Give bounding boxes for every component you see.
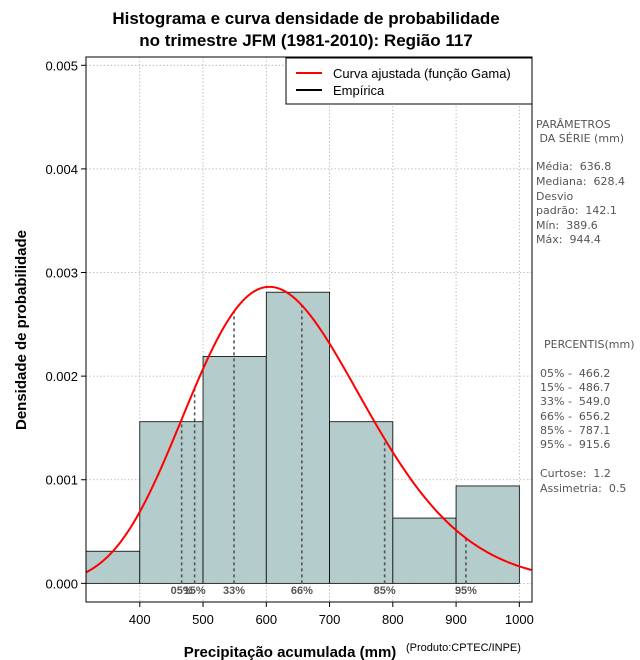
x-axis-ticks: 400 500 600 700 800 900 1000 [129, 602, 534, 627]
histogram-bars [85, 291, 520, 584]
x-tick-label: 800 [382, 612, 404, 627]
param-mean: Média: 636.8 [536, 160, 611, 173]
x-tick-label: 500 [192, 612, 214, 627]
percentile-label: 05% [171, 585, 193, 597]
chart-title-line-2: no trimestre JFM (1981-2010): Região 117 [139, 31, 473, 50]
side-panel: PARÂMETROS DA SÉRIE (mm) Média: 636.8 Me… [536, 118, 635, 495]
histogram-bar [329, 421, 394, 584]
y-tick-label: 0.002 [45, 369, 78, 384]
y-axis-title: Densidade de probabilidade [13, 230, 30, 430]
percentile-labels: 05%15% 33% 66% 85% 95% [171, 585, 478, 597]
y-tick-label: 0.001 [45, 473, 78, 488]
params-heading-1: PARÂMETROS [536, 118, 611, 131]
x-tick-label: 600 [255, 612, 277, 627]
stat-curtose: Curtose: 1.2 [540, 467, 611, 480]
histogram-bar [265, 291, 330, 584]
percentil-05: 05% - 466.2 [540, 367, 610, 380]
credit-text: (Produto:CPTEC/INPE) [406, 642, 521, 654]
x-tick-label: 400 [129, 612, 151, 627]
x-axis-title: Precipitação acumulada (mm) [184, 644, 397, 660]
legend: Curva ajustada (função Gama) Empírica [285, 57, 533, 105]
percentil-66: 66% - 656.2 [540, 410, 610, 423]
plot-frame [85, 56, 533, 603]
percentile-label: 66% [291, 585, 313, 597]
fitted-gamma-curve [85, 285, 532, 574]
y-tick-label: 0.000 [45, 576, 78, 591]
y-axis-ticks: 0.000 0.001 0.002 0.003 0.004 0.005 [45, 58, 86, 591]
percentile-label: 15% [184, 585, 206, 597]
x-tick-label: 900 [445, 612, 467, 627]
percentile-label: 33% [223, 585, 245, 597]
percentil-15: 15% - 486.7 [540, 381, 610, 394]
param-std: padrão: 142.1 [536, 204, 617, 217]
y-tick-label: 0.004 [45, 162, 78, 177]
histogram-bar [455, 485, 520, 584]
param-min: Mín: 389.6 [536, 219, 598, 232]
percentile-lines [180, 305, 467, 584]
fitted-curve-group [85, 285, 532, 574]
param-desvio: Desvio [536, 190, 574, 203]
x-tick-label: 700 [319, 612, 341, 627]
y-tick-label: 0.003 [45, 266, 78, 281]
legend-label-empirical: Empírica [333, 83, 385, 98]
stat-assimetria: Assimetria: 0.5 [540, 482, 626, 495]
percentis-heading: PERCENTIS(mm) [544, 338, 635, 351]
chart-title-line-1: Histograma e curva densidade de probabil… [112, 9, 499, 28]
legend-label-curve: Curva ajustada (função Gama) [333, 66, 511, 81]
percentile-label: 95% [455, 585, 477, 597]
y-tick-label: 0.005 [45, 58, 78, 73]
legend-box [285, 57, 533, 105]
percentil-85: 85% - 787.1 [540, 424, 610, 437]
percentil-33: 33% - 549.0 [540, 395, 610, 408]
param-max: Máx: 944.4 [536, 233, 601, 246]
percentile-label: 85% [374, 585, 396, 597]
x-tick-label: 1000 [505, 612, 534, 627]
histogram-bar [139, 421, 204, 584]
percentil-95: 95% - 915.6 [540, 438, 610, 451]
histogram-bar [392, 517, 457, 584]
params-heading-2: DA SÉRIE (mm) [536, 132, 624, 145]
param-median: Mediana: 628.4 [536, 175, 625, 188]
